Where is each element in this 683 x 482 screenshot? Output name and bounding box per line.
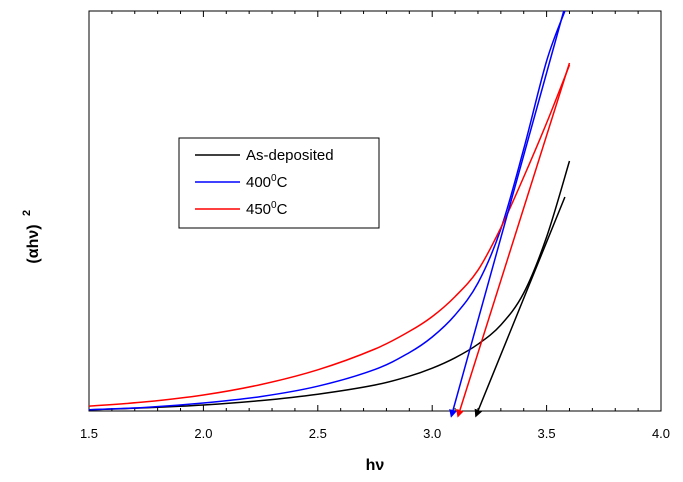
x-axis-ticks (88, 11, 662, 411)
tangent-as-deposited (474, 196, 566, 418)
x-tick-label: 3.0 (423, 426, 441, 441)
x-tick-label: 2.0 (194, 426, 212, 441)
tangent-lines (449, 10, 571, 418)
legend: As-deposited 4000C 4500C (178, 137, 380, 229)
tangent-450c (456, 62, 571, 418)
y-axis-title-superscript: 2 (21, 210, 33, 216)
legend-450c-value: 450 (246, 201, 271, 218)
y-axis-title-group: (αhν) 2 (21, 210, 42, 264)
x-tick-label: 4.0 (652, 426, 670, 441)
series-group (89, 11, 571, 411)
x-axis-title: hν (366, 457, 385, 474)
legend-box (178, 137, 380, 229)
legend-label-as-deposited: As-deposited (246, 147, 334, 164)
y-axis-title: (αhν) (25, 224, 42, 263)
x-tick-label: 2.5 (309, 426, 327, 441)
x-axis-tick-labels: 1.5 2.0 2.5 3.0 3.5 4.0 (80, 426, 670, 441)
legend-450c-degree: 0 (271, 200, 277, 211)
x-tick-label: 3.5 (538, 426, 556, 441)
series-as-deposited (89, 160, 571, 411)
legend-400c-degree: 0 (271, 173, 277, 184)
legend-400c-value: 400 (246, 174, 271, 191)
plot-frame (88, 10, 662, 412)
legend-450c-unit: C (277, 201, 288, 218)
legend-label-400c: 4000C (246, 173, 288, 191)
legend-400c-unit: C (277, 174, 288, 191)
series-400c (89, 11, 566, 411)
tangent-400c (449, 10, 565, 418)
x-tick-label: 1.5 (80, 426, 98, 441)
legend-label-450c: 4500C (246, 200, 288, 218)
series-450c (89, 64, 571, 407)
